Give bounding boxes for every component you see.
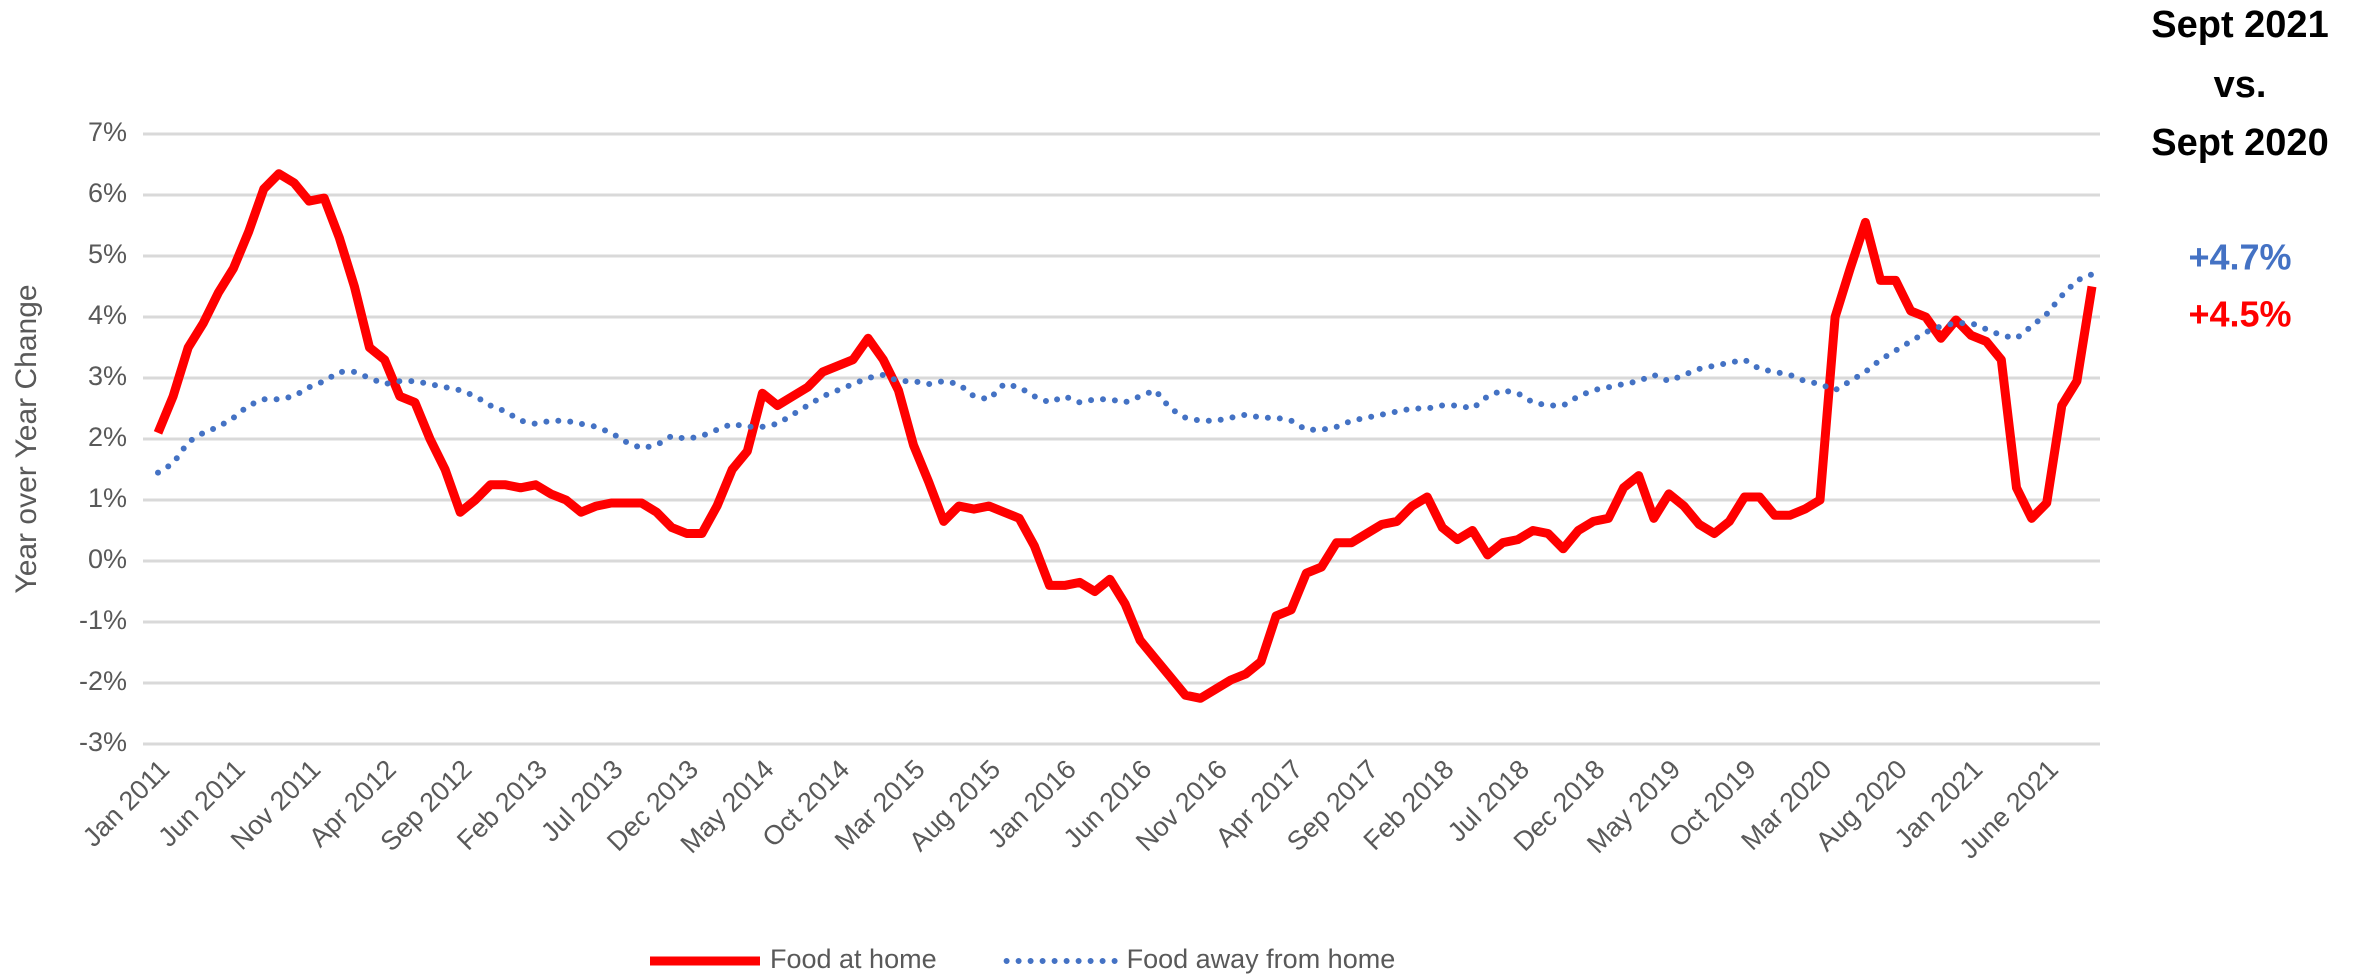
y-axis-label: Year over Year Change [10,284,43,593]
y-tick-label: 4% [88,300,127,330]
series-line [153,169,2097,703]
y-tick-label: 7% [88,117,127,147]
y-tick-label: 1% [88,483,127,513]
y-tick-label: 2% [88,422,127,452]
y-tick-label: 3% [88,361,127,391]
y-tick-label: 5% [88,239,127,269]
y-tick-label: -2% [79,666,127,696]
y-tick-label: -1% [79,605,127,635]
annotation: +4.5% [2188,294,2291,335]
header-line: Sept 2021 [2151,4,2328,46]
annotation: +4.7% [2188,237,2291,278]
legend-label: Food away from home [1127,944,1396,974]
header-line: Sept 2020 [2151,122,2328,164]
y-tick-label: 0% [88,544,127,574]
y-tick-label: -3% [79,727,127,757]
header-line: vs. [2214,64,2267,106]
y-tick-label: 6% [88,178,127,208]
series-line [155,271,2095,476]
legend-label: Food at home [770,944,937,974]
